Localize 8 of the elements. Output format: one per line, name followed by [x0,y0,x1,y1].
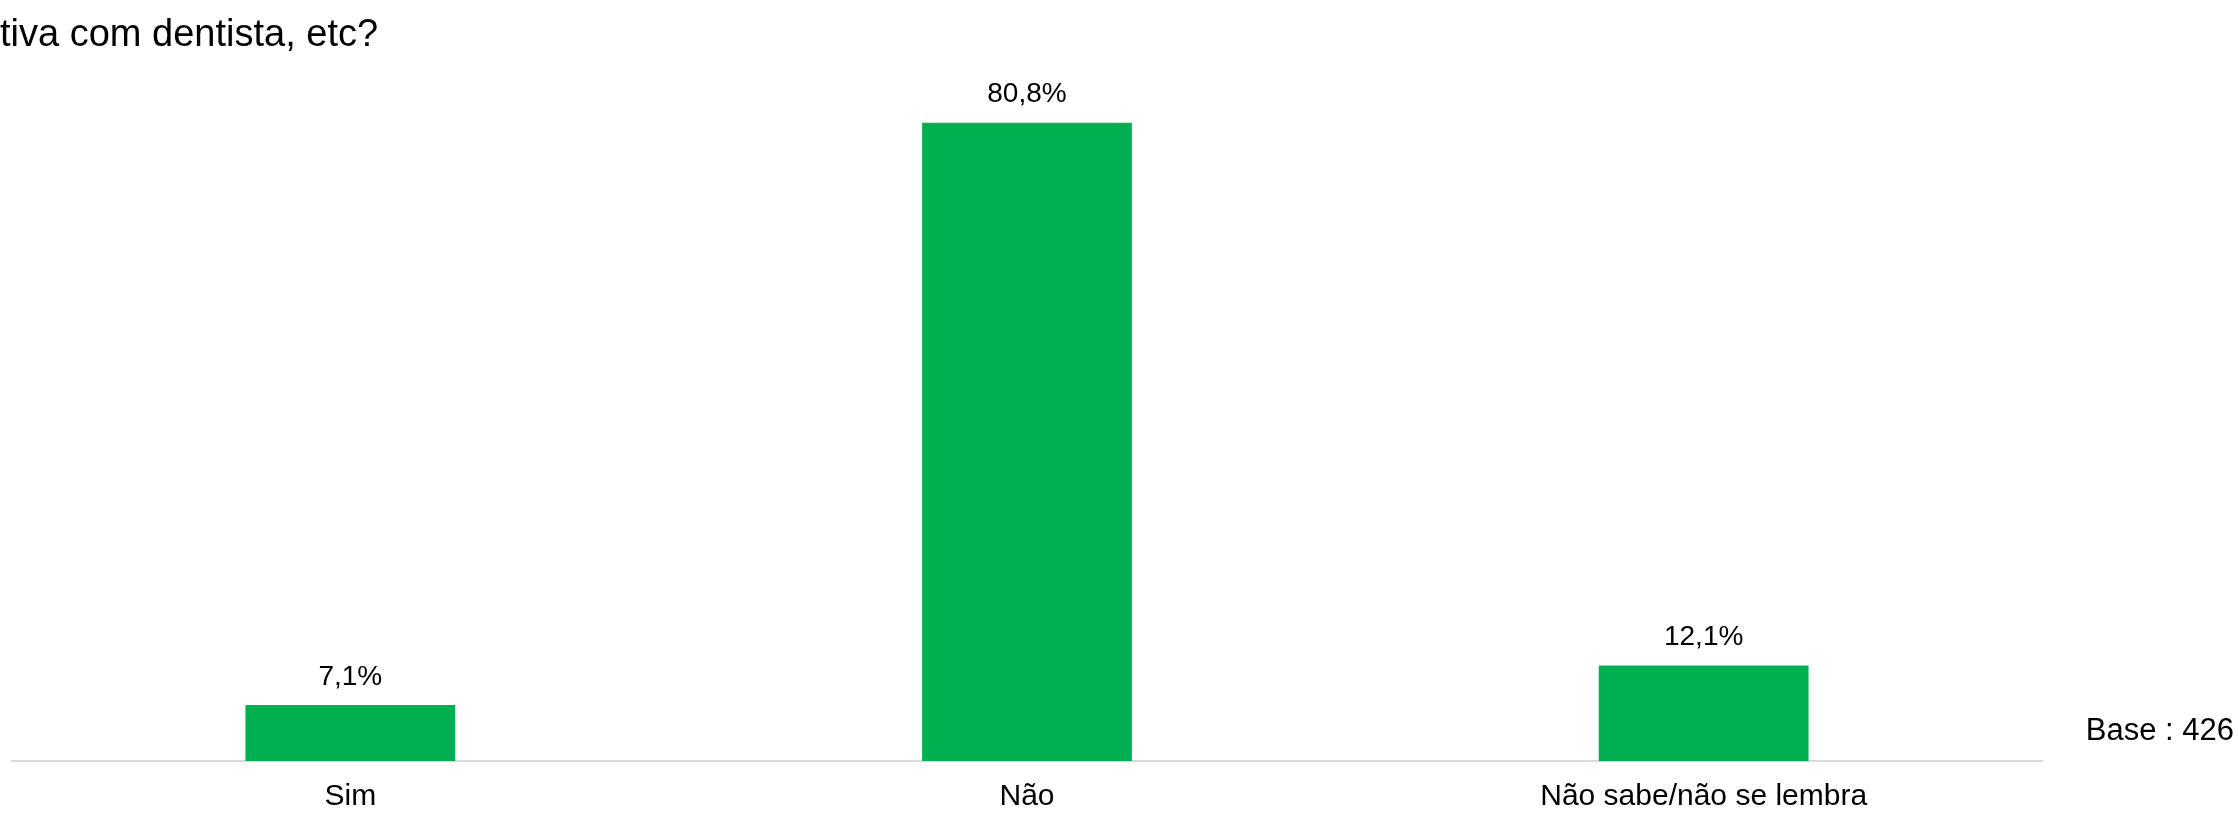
data-label: 80,8% [987,77,1067,109]
text: Base : 426 [2085,712,2234,748]
data-label: 12,1% [1663,620,1744,652]
x-tick-label: Sim [324,778,377,812]
chart-title: tiva com dentista, etc? [0,12,379,55]
x-tick-label: Não [999,778,1055,812]
x-tick-label: Não sabe/não se lembra [1540,778,1868,812]
data-label: 7,1% [318,659,383,691]
